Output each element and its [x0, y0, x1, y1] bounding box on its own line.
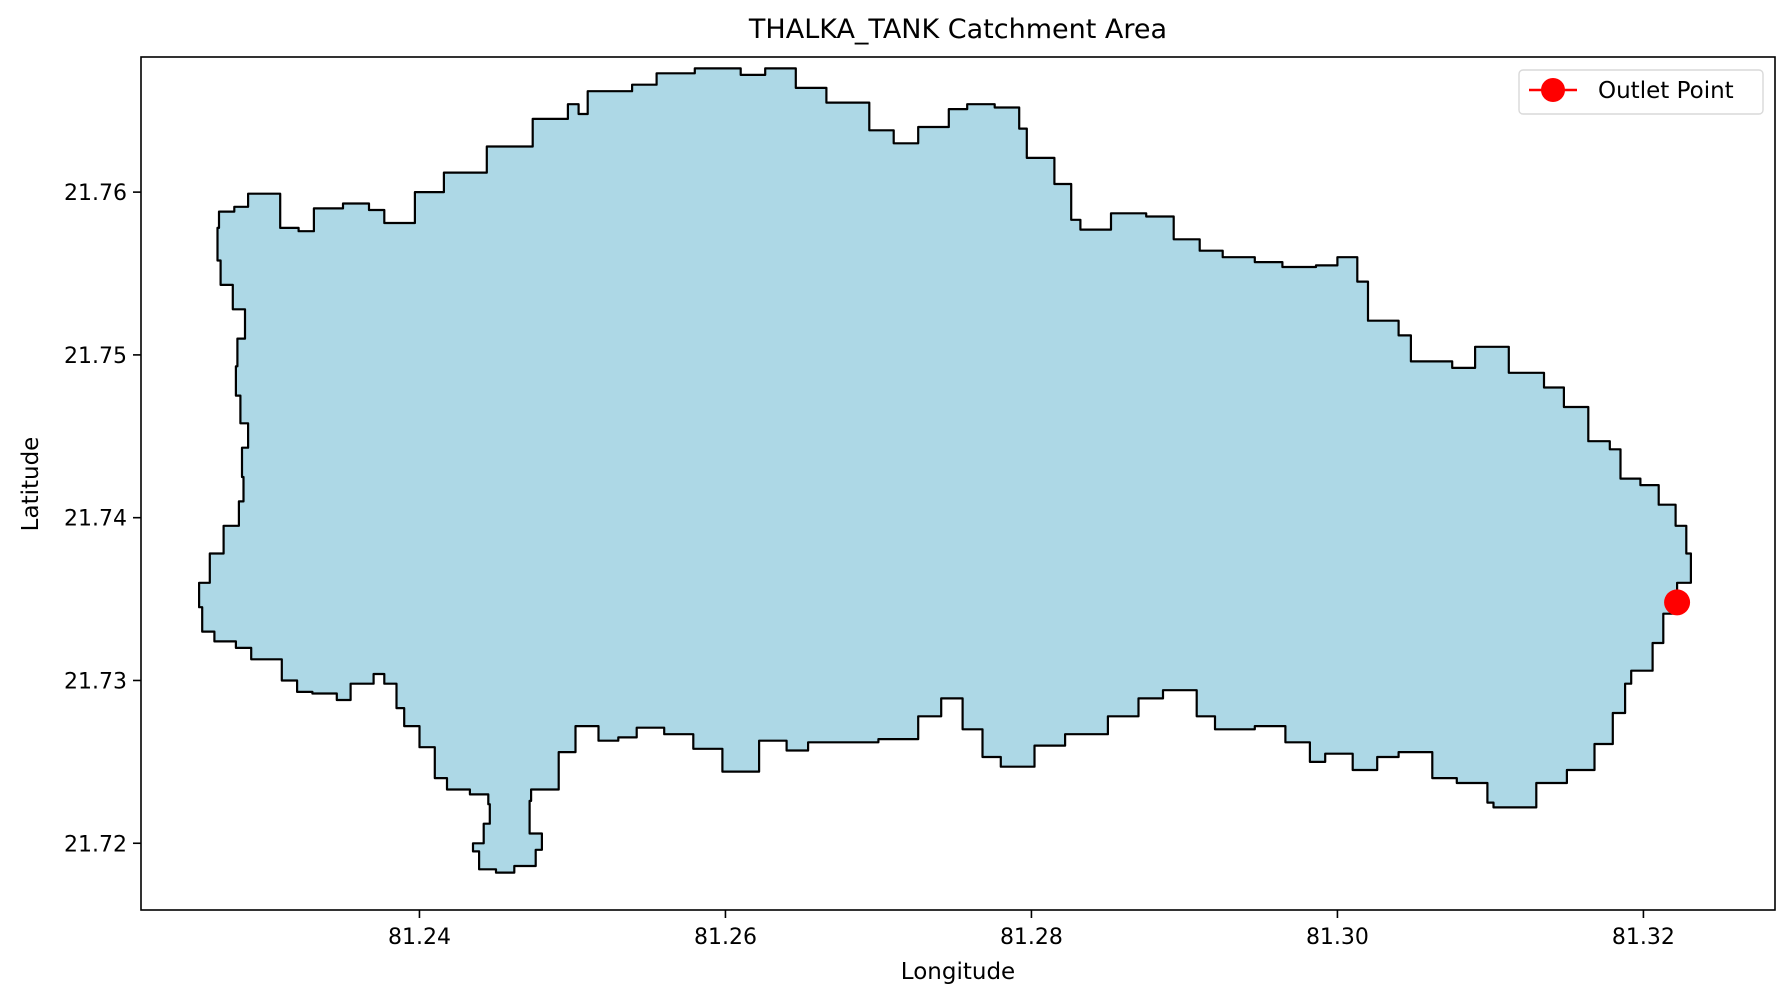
plot-area [141, 57, 1775, 910]
y-tick-label: 21.76 [64, 181, 127, 206]
legend: Outlet Point [1519, 70, 1763, 114]
x-axis-label: Longitude [901, 959, 1015, 985]
y-tick-label: 21.72 [64, 832, 127, 857]
x-tick-label: 81.24 [388, 925, 451, 950]
y-axis-label: Latitude [18, 437, 44, 532]
outlet-point-marker [1664, 589, 1690, 615]
y-tick-label: 21.73 [64, 669, 127, 694]
chart-title: THALKA_TANK Catchment Area [748, 14, 1167, 45]
legend-outlet-marker [1541, 78, 1565, 102]
y-tick-label: 21.75 [64, 344, 127, 369]
legend-label-outlet-point: Outlet Point [1598, 78, 1734, 104]
x-tick-label: 81.30 [1306, 925, 1369, 950]
x-tick-label: 81.26 [694, 925, 757, 950]
y-tick-label: 21.74 [64, 507, 127, 532]
x-tick-label: 81.28 [1000, 925, 1063, 950]
x-tick-label: 81.32 [1612, 925, 1675, 950]
